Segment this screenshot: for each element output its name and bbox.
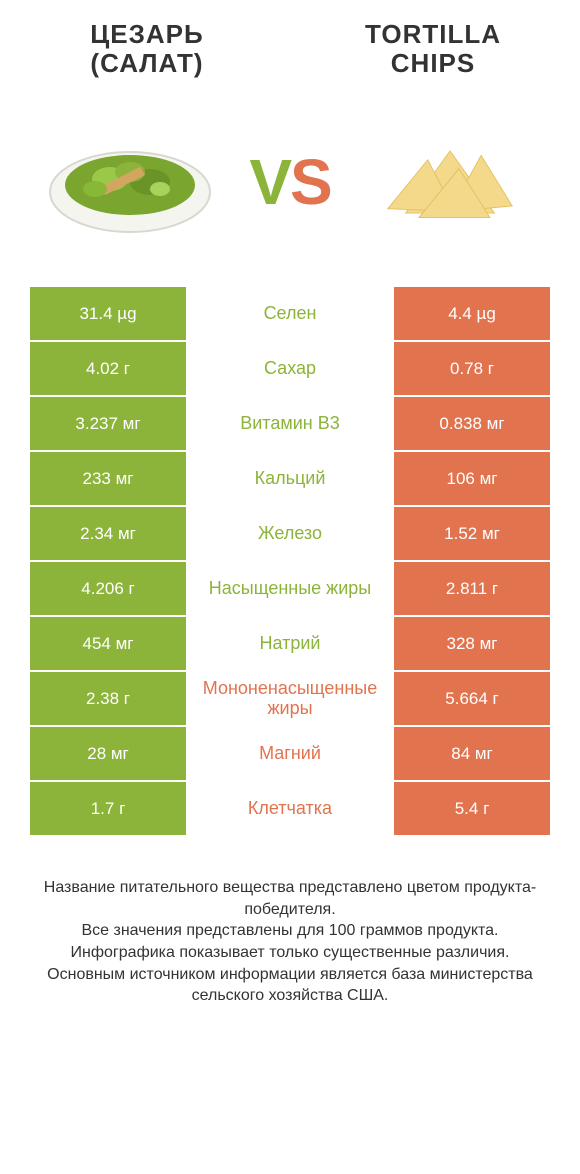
table-row: 4.206 гНасыщенные жиры2.811 г xyxy=(30,562,550,617)
cell-nutrient-name: Селен xyxy=(186,287,394,340)
cell-right-value: 0.78 г xyxy=(394,342,550,395)
cell-right-value: 0.838 мг xyxy=(394,397,550,450)
vs-s: S xyxy=(290,146,331,218)
vs-label: VS xyxy=(249,145,330,219)
table-row: 1.7 гКлетчатка5.4 г xyxy=(30,782,550,837)
cell-nutrient-name: Кальций xyxy=(186,452,394,505)
cell-nutrient-name: Мононенасыщенные жиры xyxy=(186,672,394,725)
cell-left-value: 454 мг xyxy=(30,617,186,670)
nutrition-table: 31.4 µgСелен4.4 µg4.02 гСахар0.78 г3.237… xyxy=(30,287,550,837)
cell-left-value: 28 мг xyxy=(30,727,186,780)
cell-nutrient-name: Магний xyxy=(186,727,394,780)
table-row: 28 мгМагний84 мг xyxy=(30,727,550,782)
title-right: TORTILLA CHIPS xyxy=(316,20,550,77)
cell-left-value: 233 мг xyxy=(30,452,186,505)
cell-left-value: 4.206 г xyxy=(30,562,186,615)
cell-nutrient-name: Насыщенные жиры xyxy=(186,562,394,615)
cell-nutrient-name: Натрий xyxy=(186,617,394,670)
cell-right-value: 84 мг xyxy=(394,727,550,780)
cell-left-value: 2.34 мг xyxy=(30,507,186,560)
cell-right-value: 328 мг xyxy=(394,617,550,670)
vs-v: V xyxy=(249,146,290,218)
header-row: ЦЕЗАРЬ (САЛАТ) TORTILLA CHIPS xyxy=(30,20,550,77)
title-left: ЦЕЗАРЬ (САЛАТ) xyxy=(30,20,264,77)
title-left-line2: (САЛАТ) xyxy=(90,48,203,78)
table-row: 3.237 мгВитамин B30.838 мг xyxy=(30,397,550,452)
footer-line3: Инфографика показывает только существенн… xyxy=(71,944,510,961)
cell-right-value: 2.811 г xyxy=(394,562,550,615)
table-row: 2.34 мгЖелезо1.52 мг xyxy=(30,507,550,562)
footer-line2: Все значения представлены для 100 граммо… xyxy=(81,922,498,939)
table-row: 454 мгНатрий328 мг xyxy=(30,617,550,672)
cell-right-value: 5.664 г xyxy=(394,672,550,725)
table-row: 2.38 гМононенасыщенные жиры5.664 г xyxy=(30,672,550,727)
cell-left-value: 1.7 г xyxy=(30,782,186,835)
table-row: 233 мгКальций106 мг xyxy=(30,452,550,507)
cell-nutrient-name: Сахар xyxy=(186,342,394,395)
cell-right-value: 4.4 µg xyxy=(394,287,550,340)
salad-image xyxy=(40,117,220,247)
footer-text: Название питательного вещества представл… xyxy=(30,877,550,1007)
cell-right-value: 106 мг xyxy=(394,452,550,505)
chips-image xyxy=(360,117,540,247)
table-row: 31.4 µgСелен4.4 µg xyxy=(30,287,550,342)
infographic-container: ЦЕЗАРЬ (САЛАТ) TORTILLA CHIPS VS xyxy=(0,0,580,1027)
images-row: VS xyxy=(30,117,550,247)
cell-nutrient-name: Железо xyxy=(186,507,394,560)
title-right-line2: CHIPS xyxy=(391,48,475,78)
cell-left-value: 2.38 г xyxy=(30,672,186,725)
title-right-line1: TORTILLA xyxy=(365,19,501,49)
cell-left-value: 3.237 мг xyxy=(30,397,186,450)
cell-left-value: 4.02 г xyxy=(30,342,186,395)
footer-line1: Название питательного вещества представл… xyxy=(44,879,536,918)
cell-right-value: 5.4 г xyxy=(394,782,550,835)
cell-nutrient-name: Клетчатка xyxy=(186,782,394,835)
cell-right-value: 1.52 мг xyxy=(394,507,550,560)
cell-nutrient-name: Витамин B3 xyxy=(186,397,394,450)
table-row: 4.02 гСахар0.78 г xyxy=(30,342,550,397)
title-left-line1: ЦЕЗАРЬ xyxy=(90,19,203,49)
cell-left-value: 31.4 µg xyxy=(30,287,186,340)
footer-line4: Основным источником информации является … xyxy=(47,966,533,1005)
